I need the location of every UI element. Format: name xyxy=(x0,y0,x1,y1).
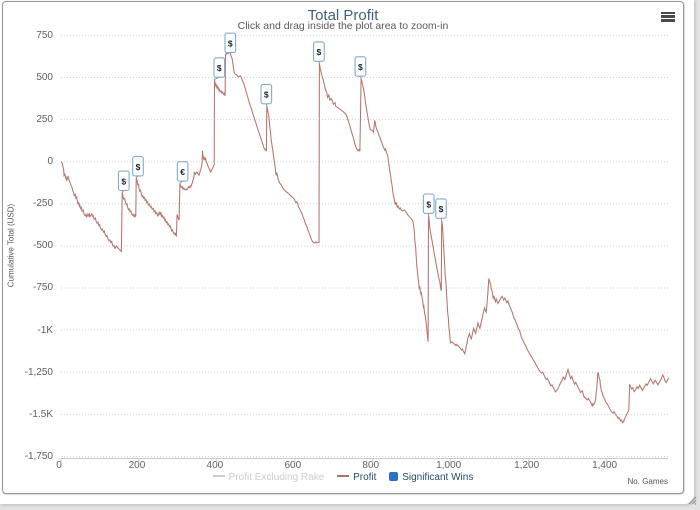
chart-subtitle: Click and drag inside the plot area to z… xyxy=(237,20,449,32)
menu-bar xyxy=(661,19,675,22)
flag-symbol: € xyxy=(180,167,185,177)
legend-item-profit-excluding-rake[interactable]: Profit Excluding Rake xyxy=(212,472,325,483)
flag-symbol: $ xyxy=(136,162,141,172)
legend-label: Significant Wins xyxy=(402,472,474,483)
chart-widget-panel: Total Profit Click and drag inside the p… xyxy=(0,0,694,504)
y-axis-label: 750 xyxy=(36,29,53,41)
flag-symbol: $ xyxy=(264,90,269,100)
y-axis-label: -250 xyxy=(32,198,53,210)
y-axis-label: -500 xyxy=(32,240,53,252)
legend: Profit Excluding Rake Profit Significant… xyxy=(0,471,686,483)
y-axis-label: 500 xyxy=(36,71,53,83)
x-axis-label: 1,200 xyxy=(514,460,540,471)
significant-win-flag[interactable]: $ xyxy=(435,198,447,221)
y-axis-label: -1,250 xyxy=(24,366,53,378)
legend-line-marker-icon xyxy=(212,475,225,478)
y-axis-label: -1K xyxy=(37,324,53,336)
chart-context-menu-icon[interactable] xyxy=(661,11,675,23)
x-axis-label: 600 xyxy=(284,460,302,471)
legend-label: Profit xyxy=(353,472,377,483)
flag-symbol: $ xyxy=(426,199,431,209)
y-axis-label: 0 xyxy=(47,156,53,168)
flag-symbol: $ xyxy=(228,39,233,49)
x-axis-label: 200 xyxy=(128,460,146,471)
significant-win-flag[interactable]: $ xyxy=(354,56,367,79)
x-axis-label: 0 xyxy=(56,460,62,471)
menu-bar xyxy=(661,11,675,14)
legend-item-significant-wins[interactable]: Significant Wins xyxy=(389,471,474,483)
significant-win-flag[interactable]: $ xyxy=(224,32,237,56)
chart-title: Total Profit xyxy=(307,7,379,24)
legend-label: Profit Excluding Rake xyxy=(228,472,325,483)
x-axis-title: No. Games xyxy=(627,477,668,486)
legend-square-marker-icon xyxy=(389,471,399,481)
x-axis-label: 1,000 xyxy=(436,460,462,471)
significant-win-flag[interactable]: $ xyxy=(213,57,226,80)
flag-symbol: $ xyxy=(358,62,363,72)
resize-grip-icon[interactable] xyxy=(688,496,697,505)
y-axis-label: 250 xyxy=(36,113,53,125)
significant-win-flag[interactable]: € xyxy=(176,161,189,184)
flag-symbol: $ xyxy=(439,204,444,214)
significant-win-flag[interactable]: $ xyxy=(132,155,144,179)
significant-win-flag[interactable]: $ xyxy=(260,83,273,106)
x-axis-label: 800 xyxy=(362,460,380,471)
flag-symbol: $ xyxy=(217,63,222,73)
y-axis-label: -1.5K xyxy=(29,408,53,420)
y-axis-label: -750 xyxy=(32,282,53,294)
legend-line-marker-icon xyxy=(337,475,350,478)
x-axis-label: 400 xyxy=(206,460,224,471)
flag-symbol: $ xyxy=(317,47,322,57)
flag-symbol: $ xyxy=(121,176,126,186)
legend-item-profit[interactable]: Profit xyxy=(337,472,376,483)
profit-line-series[interactable] xyxy=(60,49,669,424)
menu-bar xyxy=(661,15,675,18)
significant-win-flag[interactable]: $ xyxy=(422,193,435,216)
x-axis-label: 1,400 xyxy=(592,460,618,471)
y-axis-label: -1,750 xyxy=(24,450,53,462)
significant-win-flag[interactable]: $ xyxy=(117,170,130,193)
significant-win-flag[interactable]: $ xyxy=(313,41,325,64)
